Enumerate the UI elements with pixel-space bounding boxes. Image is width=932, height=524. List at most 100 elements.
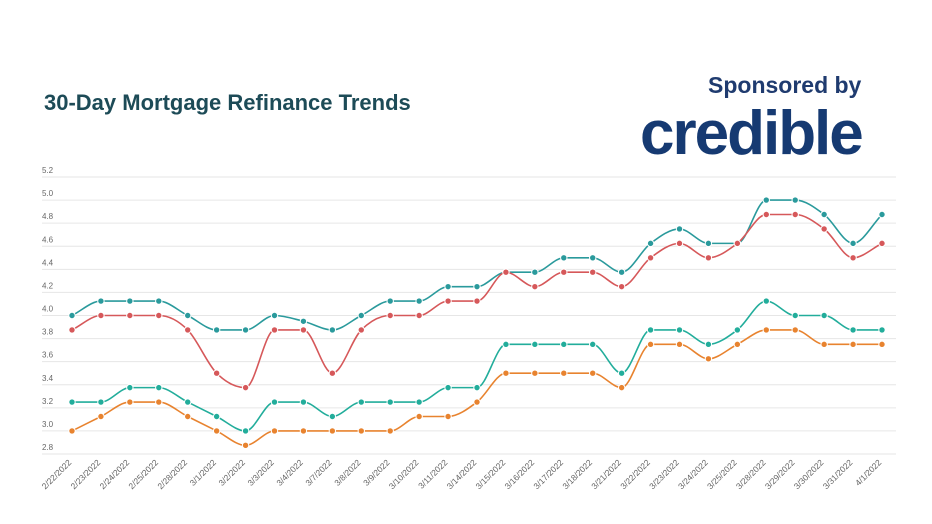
data-point bbox=[415, 398, 423, 406]
data-point bbox=[589, 268, 597, 276]
data-point bbox=[415, 297, 423, 305]
data-point bbox=[791, 311, 799, 320]
data-point bbox=[820, 210, 828, 219]
data-point bbox=[270, 427, 279, 435]
data-point bbox=[878, 340, 886, 349]
data-point bbox=[97, 297, 105, 305]
y-tick-label: 5.2 bbox=[42, 166, 54, 175]
data-point bbox=[675, 326, 684, 334]
y-tick-label: 3.0 bbox=[42, 420, 54, 429]
data-point bbox=[531, 340, 539, 349]
x-tick-label: 2/28/2022 bbox=[155, 457, 189, 491]
data-point bbox=[212, 326, 221, 334]
data-point bbox=[704, 340, 713, 349]
data-point bbox=[68, 398, 76, 406]
data-point bbox=[502, 268, 510, 276]
data-point bbox=[849, 326, 857, 334]
y-tick-label: 3.6 bbox=[42, 351, 54, 360]
data-point bbox=[820, 225, 828, 233]
data-point bbox=[328, 369, 337, 377]
data-point bbox=[357, 398, 365, 406]
data-point bbox=[184, 311, 192, 320]
data-point bbox=[733, 326, 742, 334]
data-point bbox=[299, 427, 308, 435]
x-tick-label: 3/7/2022 bbox=[303, 457, 334, 488]
data-point bbox=[328, 326, 337, 334]
data-point bbox=[675, 225, 684, 233]
data-point bbox=[560, 369, 568, 377]
data-point bbox=[68, 427, 76, 435]
x-tick-label: 2/22/2022 bbox=[40, 457, 74, 491]
x-tick-label: 3/31/2022 bbox=[821, 457, 855, 491]
y-tick-label: 4.8 bbox=[42, 212, 54, 221]
data-point bbox=[270, 311, 279, 320]
data-point bbox=[155, 398, 163, 406]
y-tick-label: 4.4 bbox=[42, 258, 54, 267]
data-point bbox=[675, 340, 684, 349]
chart-title: 30-Day Mortgage Refinance Trends bbox=[44, 90, 411, 115]
x-tick-label: 3/25/2022 bbox=[705, 457, 739, 491]
x-tick-label: 3/24/2022 bbox=[676, 457, 710, 491]
data-point bbox=[560, 268, 568, 276]
data-point bbox=[299, 326, 308, 334]
y-tick-label: 4.6 bbox=[42, 235, 54, 244]
x-tick-label: 3/28/2022 bbox=[734, 457, 768, 491]
data-point bbox=[675, 239, 684, 248]
data-point bbox=[299, 317, 308, 325]
data-point bbox=[473, 398, 481, 406]
data-point bbox=[212, 412, 221, 421]
data-point bbox=[444, 282, 452, 291]
x-tick-label: 3/2/2022 bbox=[217, 457, 248, 488]
data-point bbox=[704, 355, 713, 363]
data-point bbox=[473, 282, 481, 291]
x-tick-label: 3/30/2022 bbox=[792, 457, 826, 491]
series-line-3 bbox=[72, 300, 882, 432]
data-point bbox=[212, 369, 221, 377]
data-point bbox=[617, 268, 626, 276]
data-point bbox=[646, 254, 655, 262]
x-tick-label: 3/8/2022 bbox=[332, 457, 363, 488]
data-point bbox=[589, 340, 597, 349]
data-point bbox=[646, 239, 655, 248]
data-point bbox=[357, 427, 365, 435]
data-point bbox=[473, 297, 481, 305]
data-point bbox=[415, 311, 423, 320]
data-point bbox=[328, 412, 337, 421]
data-point bbox=[646, 326, 655, 334]
y-tick-label: 2.8 bbox=[42, 443, 54, 452]
data-point bbox=[531, 369, 539, 377]
data-point bbox=[820, 311, 828, 320]
x-tick-label: 3/23/2022 bbox=[647, 457, 681, 491]
data-point bbox=[473, 383, 481, 392]
data-point bbox=[762, 297, 770, 305]
data-point bbox=[97, 412, 105, 421]
data-point bbox=[444, 383, 452, 392]
x-tick-label: 2/25/2022 bbox=[126, 457, 160, 491]
data-point bbox=[97, 311, 105, 320]
x-tick-label: 3/10/2022 bbox=[387, 457, 421, 491]
data-point bbox=[444, 297, 452, 305]
x-tick-label: 3/16/2022 bbox=[502, 457, 536, 491]
data-point bbox=[155, 383, 163, 392]
x-tick-label: 3/22/2022 bbox=[618, 457, 652, 491]
x-tick-label: 2/23/2022 bbox=[69, 457, 103, 491]
x-tick-label: 3/15/2022 bbox=[474, 457, 508, 491]
data-point bbox=[241, 427, 250, 435]
x-tick-label: 3/3/2022 bbox=[245, 457, 276, 488]
x-tick-label: 3/4/2022 bbox=[274, 457, 305, 488]
x-tick-label: 3/14/2022 bbox=[445, 457, 479, 491]
data-point bbox=[646, 340, 655, 349]
data-point bbox=[733, 340, 742, 349]
data-point bbox=[502, 340, 510, 349]
data-point bbox=[184, 412, 192, 421]
data-point bbox=[357, 326, 365, 334]
sponsor-text: Sponsored by bbox=[708, 72, 862, 98]
x-tick-label: 3/21/2022 bbox=[589, 457, 623, 491]
y-tick-label: 3.4 bbox=[42, 374, 54, 383]
data-point bbox=[415, 412, 423, 421]
data-point bbox=[299, 398, 308, 406]
data-point bbox=[560, 340, 568, 349]
data-point bbox=[502, 369, 510, 377]
data-point bbox=[589, 369, 597, 377]
